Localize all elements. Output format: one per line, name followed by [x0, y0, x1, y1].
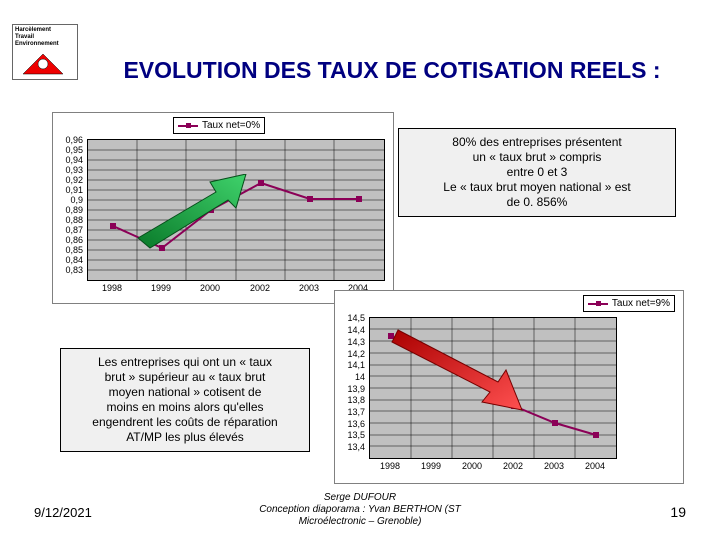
footer-credits: Serge DUFOUR Conception diaporama : Yvan…: [0, 492, 720, 528]
ytick: 0,85: [57, 245, 83, 255]
slide-title: EVOLUTION DES TAUX DE COTISATION REELS :: [84, 55, 700, 85]
ytick: 14: [339, 372, 365, 382]
ytick: 0,95: [57, 145, 83, 155]
ytick: 13,8: [339, 395, 365, 405]
textbox-top-line1: 80% des entreprises présentent: [407, 135, 667, 150]
legend-marker-icon: [588, 303, 608, 305]
xtick: 2003: [294, 283, 324, 293]
ytick: 14,4: [339, 325, 365, 335]
logo: HarcèlementTravailEnvironnement: [12, 24, 78, 80]
textbox-top: 80% des entreprises présentent un « taux…: [398, 128, 676, 217]
ytick: 14,1: [339, 360, 365, 370]
ytick: 13,5: [339, 430, 365, 440]
textbox-bottom-line3: moyen national » cotisent de: [69, 385, 301, 400]
green-up-arrow-icon: [128, 174, 248, 250]
xtick: 2000: [195, 283, 225, 293]
chart-top-legend: Taux net=0%: [173, 117, 265, 134]
textbox-bottom-line1: Les entreprises qui ont un « taux: [69, 355, 301, 370]
ytick: 0,9: [57, 195, 83, 205]
ytick: 13,7: [339, 407, 365, 417]
xtick: 1999: [416, 461, 446, 471]
ytick: 0,94: [57, 155, 83, 165]
ytick: 0,89: [57, 205, 83, 215]
xtick: 2000: [457, 461, 487, 471]
ytick: 0,88: [57, 215, 83, 225]
ytick: 13,4: [339, 442, 365, 452]
ytick: 0,87: [57, 225, 83, 235]
ytick: 0,86: [57, 235, 83, 245]
textbox-top-line4: Le « taux brut moyen national » est: [407, 180, 667, 195]
xtick: 1998: [97, 283, 127, 293]
textbox-top-line3: entre 0 et 3: [407, 165, 667, 180]
ytick: 14,3: [339, 337, 365, 347]
xtick: 2002: [245, 283, 275, 293]
footer-page-number: 19: [670, 504, 686, 520]
ytick: 14,5: [339, 313, 365, 323]
textbox-bottom: Les entreprises qui ont un « taux brut »…: [60, 348, 310, 452]
ytick: 14,2: [339, 349, 365, 359]
xtick: 1998: [375, 461, 405, 471]
red-down-arrow-icon: [388, 322, 528, 412]
ytick: 0,93: [57, 165, 83, 175]
textbox-bottom-line5: engendrent les coûts de réparation: [69, 415, 301, 430]
ytick: 0,83: [57, 265, 83, 275]
xtick: 1999: [146, 283, 176, 293]
textbox-top-line2: un « taux brut » compris: [407, 150, 667, 165]
chart-top-legend-label: Taux net=0%: [202, 120, 260, 131]
textbox-bottom-line4: moins en moins alors qu'elles: [69, 400, 301, 415]
ytick: 0,96: [57, 135, 83, 145]
ytick: 13,6: [339, 419, 365, 429]
chart-bottom-legend: Taux net=9%: [583, 295, 675, 312]
chart-bottom-legend-label: Taux net=9%: [612, 298, 670, 309]
logo-text: HarcèlementTravailEnvironnement: [13, 25, 77, 50]
xtick: 2003: [539, 461, 569, 471]
ytick: 13,9: [339, 384, 365, 394]
ytick: 0,92: [57, 175, 83, 185]
xtick: 2002: [498, 461, 528, 471]
ytick: 0,84: [57, 255, 83, 265]
textbox-top-line5: de 0. 856%: [407, 195, 667, 210]
footer-author: Serge DUFOUR: [0, 492, 720, 504]
ytick: 0,91: [57, 185, 83, 195]
xtick: 2004: [580, 461, 610, 471]
legend-marker-icon: [178, 125, 198, 127]
textbox-bottom-line2: brut » supérieur au « taux brut: [69, 370, 301, 385]
footer-conception: Conception diaporama : Yvan BERTHON (STM…: [0, 504, 720, 528]
textbox-bottom-line6: AT/MP les plus élevés: [69, 430, 301, 445]
